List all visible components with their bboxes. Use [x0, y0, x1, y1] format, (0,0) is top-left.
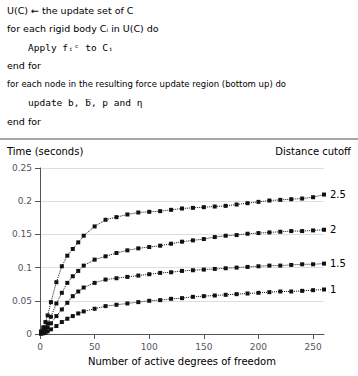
svg-text:end for: end for — [7, 116, 41, 127]
svg-text:150: 150 — [195, 342, 212, 352]
svg-text:end for: end for — [7, 60, 41, 71]
svg-text:Number of active degrees of fr: Number of active degrees of freedom — [88, 356, 276, 367]
svg-text:0.2: 0.2 — [18, 196, 32, 206]
svg-text:250: 250 — [304, 342, 321, 352]
svg-text:2: 2 — [330, 224, 336, 235]
svg-text:2.5: 2.5 — [330, 189, 346, 200]
svg-text:0.05: 0.05 — [12, 296, 32, 306]
svg-text:0: 0 — [37, 342, 43, 352]
svg-text:50: 50 — [89, 342, 101, 352]
svg-text:100: 100 — [141, 342, 158, 352]
svg-text:Apply fᵢᶜ to Cᵢ: Apply fᵢᶜ to Cᵢ — [28, 42, 114, 53]
svg-text:update b, ̅b, p and η: update b, ̅b, p and η — [28, 97, 142, 108]
svg-text:1.5: 1.5 — [330, 258, 346, 269]
svg-text:0.25: 0.25 — [12, 163, 32, 173]
svg-text:Time (seconds): Time (seconds) — [6, 146, 83, 157]
svg-text:for each node in the resulting: for each node in the resulting force upd… — [7, 79, 286, 89]
svg-text:200: 200 — [250, 342, 267, 352]
svg-text:U(C) ← the update set of C: U(C) ← the update set of C — [7, 5, 134, 16]
svg-text:1: 1 — [330, 284, 336, 295]
svg-text:0.1: 0.1 — [18, 263, 32, 273]
svg-text:0.15: 0.15 — [12, 229, 32, 239]
svg-text:for each rigid body Cᵢ in U(C): for each rigid body Cᵢ in U(C) do — [7, 23, 159, 34]
svg-text:0: 0 — [26, 329, 32, 339]
svg-text:Distance cutoff: Distance cutoff — [275, 146, 352, 157]
